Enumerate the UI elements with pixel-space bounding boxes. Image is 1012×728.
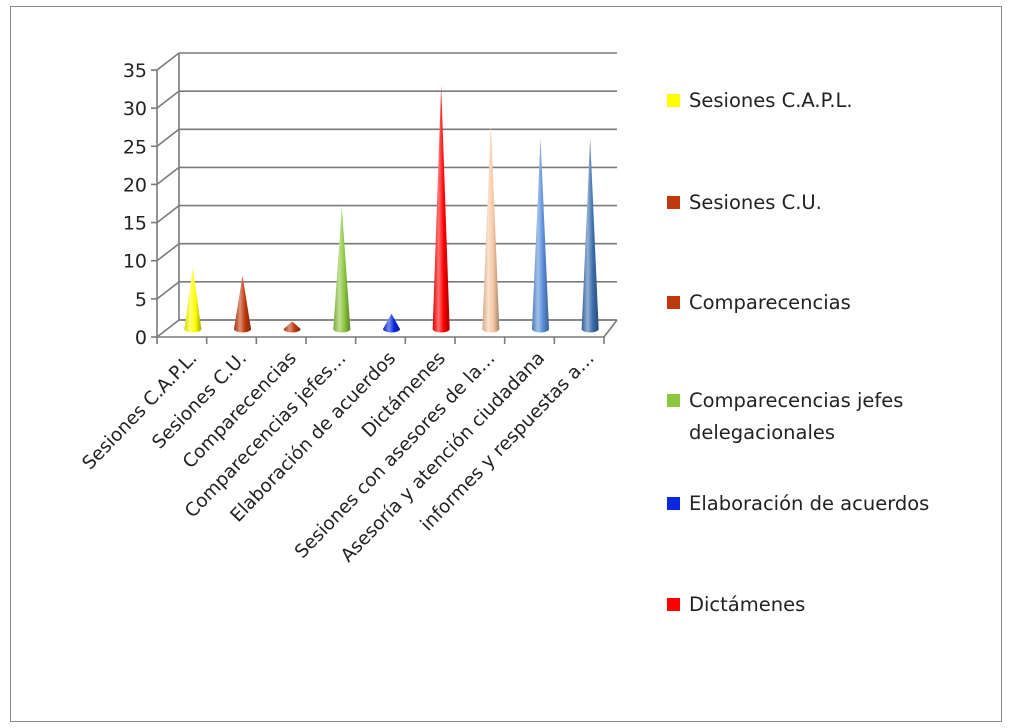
legend-swatch	[667, 497, 680, 510]
y-axis-ticks: 0 5 10 15 20 25 30 35	[123, 60, 157, 349]
cone-body	[184, 267, 202, 333]
legend-swatch	[667, 196, 680, 209]
legend-item: Comparecencias jefes delegacionales	[667, 389, 903, 444]
cone-body	[333, 206, 351, 333]
cone-4	[333, 206, 351, 333]
cone-body	[383, 313, 400, 333]
gridline-side	[156, 90, 180, 109]
y-tick-label: 10	[123, 251, 147, 273]
y-tick-label: 0	[135, 327, 147, 349]
cones	[184, 84, 599, 333]
floor-right-edge	[603, 319, 618, 338]
gridlines	[156, 52, 617, 338]
legend-swatch	[667, 94, 680, 107]
gridline-side	[156, 52, 180, 71]
cone-6	[432, 84, 450, 333]
axes	[156, 53, 618, 344]
gridline-side	[156, 281, 180, 300]
x-axis-category-labels: Sesiones C.A.P.L.Sesiones C.U.Comparecen…	[79, 348, 599, 567]
gridline-side	[156, 204, 180, 224]
legend: Sesiones C.A.P.L. Sesiones C.U. Comparecen…	[667, 89, 929, 616]
cone-body	[532, 138, 549, 333]
y-tick-label: 20	[123, 174, 147, 196]
legend-label: delegacionales	[689, 421, 835, 444]
legend-label: Elaboración de acuerdos	[689, 492, 929, 515]
y-tick-label: 30	[123, 98, 147, 120]
legend-item: Elaboración de acuerdos	[667, 492, 929, 515]
cone-1	[184, 267, 202, 333]
legend-item: Dictámenes	[667, 593, 805, 616]
cone-2	[234, 275, 251, 333]
y-tick-label: 15	[123, 213, 147, 235]
legend-swatch	[667, 296, 680, 309]
chart-frame: 0 5 10 15 20 25 30 35 Sesiones C.A.P.L. Sesiones…	[10, 6, 1002, 722]
cone-9	[581, 138, 599, 333]
cone-body	[581, 138, 599, 333]
cone-body	[432, 84, 450, 333]
gridline-side	[156, 128, 180, 147]
legend-item: Comparecencias	[667, 291, 851, 314]
cone-body	[482, 123, 500, 333]
legend-label: Dictámenes	[689, 593, 805, 616]
legend-swatch	[667, 598, 680, 611]
cone-body	[234, 275, 251, 333]
legend-item: Sesiones C.A.P.L.	[667, 89, 853, 112]
legend-label: Sesiones C.A.P.L.	[689, 89, 853, 112]
y-tick-label: 35	[123, 60, 147, 82]
gridline-side	[156, 243, 180, 262]
cone-8	[532, 138, 549, 333]
gridline-side	[156, 166, 180, 186]
legend-swatch	[667, 394, 680, 407]
y-tick-label: 5	[135, 289, 147, 311]
legend-item: Sesiones C.U.	[667, 191, 822, 214]
cone-body	[283, 321, 301, 333]
y-tick-label: 25	[123, 136, 147, 158]
cone-7	[482, 123, 500, 333]
legend-label: Comparecencias	[689, 291, 851, 314]
gridline-side	[156, 319, 180, 338]
legend-label: Comparecencias jefes	[689, 389, 903, 412]
cone-3	[283, 321, 301, 333]
cone-5	[383, 313, 400, 333]
legend-label: Sesiones C.U.	[689, 191, 822, 214]
cone-chart: 0 5 10 15 20 25 30 35 Sesiones C.A.P.L. Sesiones…	[79, 52, 929, 616]
